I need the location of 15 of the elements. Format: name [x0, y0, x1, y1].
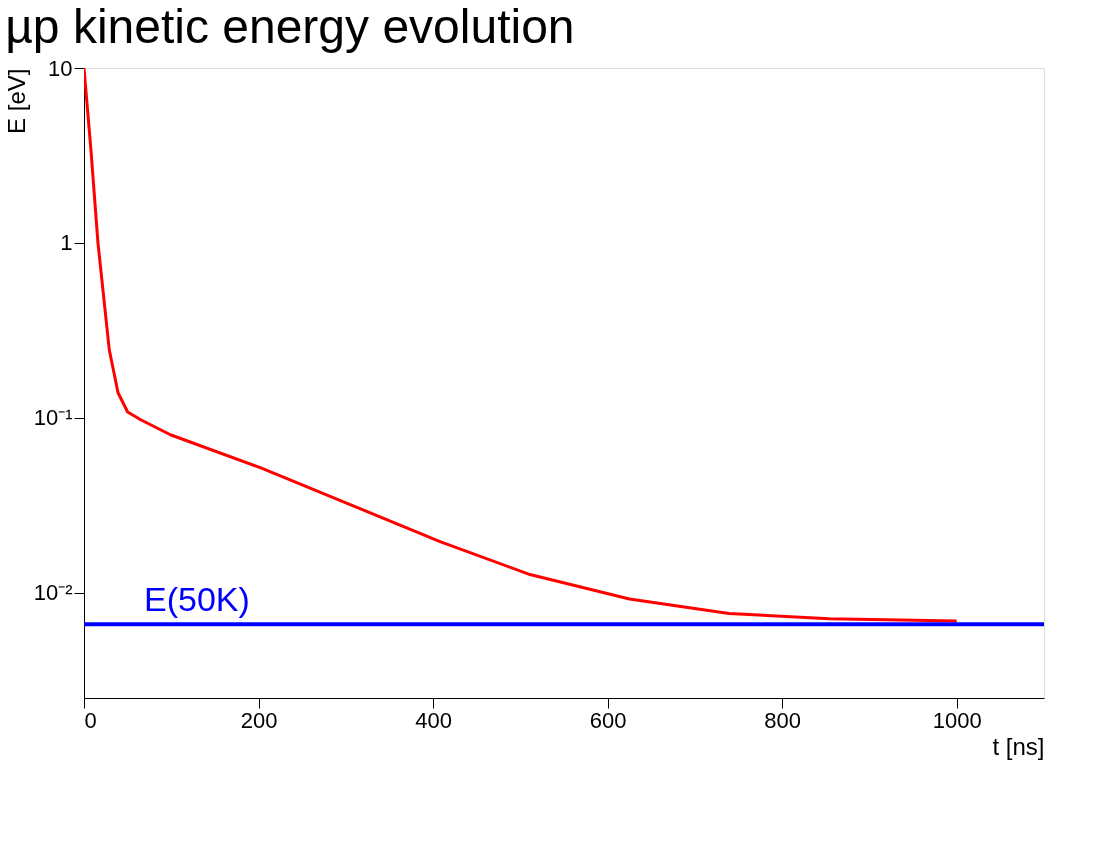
- x-axis-title: t [ns]: [992, 732, 1045, 760]
- y-tick-label: 1: [60, 230, 73, 256]
- x-tick-label: 600: [589, 707, 627, 733]
- y-tick-label: 10⁻¹: [33, 405, 73, 431]
- x-tick-label: 200: [240, 707, 278, 733]
- line-series: [84, 68, 959, 623]
- x-tick-label: 800: [764, 707, 802, 733]
- y-tick-label: 10⁻²: [33, 580, 73, 606]
- x-tick-label: 1000: [932, 707, 982, 733]
- ref-line-label: E(50K): [144, 580, 250, 619]
- x-tick-label: 400: [415, 707, 452, 733]
- y-tick-label: 10: [48, 55, 73, 81]
- y-axis-title: E [eV]: [2, 68, 30, 134]
- x-tick-label: 0: [84, 707, 97, 733]
- chart-title: µp kinetic energy evolution: [5, 0, 575, 53]
